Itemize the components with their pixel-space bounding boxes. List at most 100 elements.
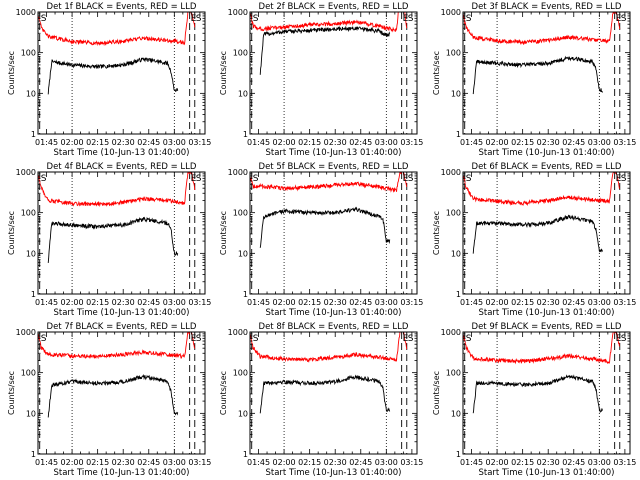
- y-tick-label: 100: [21, 49, 36, 58]
- time-marker-label: S: [41, 334, 47, 344]
- x-tick-label: 02:30: [537, 458, 560, 467]
- y-axis-label: Counts/sec: [219, 211, 228, 255]
- plot-area: [250, 172, 408, 294]
- lld-series-line: [463, 332, 621, 365]
- x-tick-label: 02:00: [486, 458, 509, 467]
- detector-panel: Det 1f BLACK = Events, RED = LLD 1 10 100 10…: [7, 2, 211, 158]
- axes-frame: [37, 171, 206, 295]
- x-tick-label: 03:15: [400, 458, 423, 467]
- y-tick-label: 10: [451, 409, 461, 418]
- axes-frame: [37, 11, 206, 135]
- x-tick-label: 03:15: [188, 458, 211, 467]
- x-tick-label: 02:15: [86, 458, 109, 467]
- y-tick-label: 10: [26, 249, 36, 258]
- time-marker-label: E: [403, 174, 409, 184]
- events-series-line: [47, 373, 179, 418]
- x-axis-label: Start Time (10-Jun-13 01:40:00): [266, 308, 402, 318]
- panel-title: Det 8f BLACK = Events, RED = LLD: [259, 322, 409, 332]
- x-tick-label: 02:30: [324, 458, 347, 467]
- x-tick-label: 02:30: [112, 298, 135, 307]
- y-tick-label: 10: [238, 409, 248, 418]
- time-marker-label: S: [253, 174, 259, 184]
- panel-title: Det 6f BLACK = Events, RED = LLD: [472, 162, 622, 172]
- y-tick-label: 1000: [228, 328, 248, 337]
- events-series-line: [47, 216, 179, 263]
- y-tick-label: 10: [238, 89, 248, 98]
- y-axis-label: Counts/sec: [219, 371, 228, 415]
- x-tick-label: 03:15: [613, 298, 636, 307]
- events-series-line: [472, 374, 604, 414]
- panel-title: Det 1f BLACK = Events, RED = LLD: [47, 2, 197, 12]
- x-tick-label: 02:00: [61, 298, 84, 307]
- time-marker-label: E: [403, 334, 409, 344]
- x-tick-label: 02:15: [511, 298, 534, 307]
- x-tick-label: 03:00: [375, 458, 398, 467]
- y-tick-label: 100: [21, 209, 36, 218]
- x-tick-label: 02:45: [349, 138, 372, 147]
- lld-series-line: [250, 332, 408, 363]
- x-tick-label: 03:15: [400, 138, 423, 147]
- y-tick-label: 100: [233, 49, 248, 58]
- y-axis-label: Counts/sec: [7, 371, 16, 415]
- plot-area: [463, 172, 621, 294]
- detector-panel: Det 5f BLACK = Events, RED = LLD 1 10 100 10…: [219, 162, 423, 318]
- time-marker-label: E: [403, 14, 409, 24]
- x-tick-label: 02:15: [86, 138, 109, 147]
- x-tick-label: 02:00: [273, 458, 296, 467]
- y-tick-label: 1: [456, 130, 461, 139]
- x-tick-label: 03:00: [588, 298, 611, 307]
- x-tick-label: 02:15: [511, 138, 534, 147]
- x-tick-label: 02:00: [486, 138, 509, 147]
- plot-area: [463, 332, 621, 454]
- y-tick-label: 1000: [228, 168, 248, 177]
- time-marker-label: E: [616, 14, 622, 24]
- x-tick-label: 01:45: [35, 458, 58, 467]
- x-tick-label: 02:45: [562, 138, 585, 147]
- x-tick-label: 02:45: [137, 458, 160, 467]
- detector-panel: Det 2f BLACK = Events, RED = LLD 1 10 100 10…: [219, 2, 423, 158]
- x-tick-label: 03:15: [613, 138, 636, 147]
- x-tick-label: 02:45: [137, 298, 160, 307]
- x-tick-label: 01:45: [460, 458, 483, 467]
- x-tick-label: 03:15: [188, 298, 211, 307]
- y-tick-label: 1000: [441, 8, 461, 17]
- y-tick-label: 1: [31, 450, 36, 459]
- y-tick-label: 100: [233, 369, 248, 378]
- y-axis-label: Counts/sec: [7, 211, 16, 255]
- y-tick-label: 10: [451, 89, 461, 98]
- x-tick-label: 01:45: [247, 298, 270, 307]
- panel-title: Det 3f BLACK = Events, RED = LLD: [472, 2, 622, 12]
- y-tick-label: 10: [238, 249, 248, 258]
- x-tick-label: 01:45: [460, 138, 483, 147]
- time-marker-label: S: [196, 14, 202, 24]
- time-marker-label: S: [196, 334, 202, 344]
- y-tick-label: 1: [243, 130, 248, 139]
- x-axis-label: Start Time (10-Jun-13 01:40:00): [54, 148, 190, 158]
- axes-frame: [462, 171, 631, 295]
- x-tick-label: 03:00: [375, 298, 398, 307]
- x-tick-label: 02:45: [349, 458, 372, 467]
- y-tick-label: 100: [446, 209, 461, 218]
- events-series-line: [47, 57, 179, 95]
- axes-frame: [462, 331, 631, 455]
- x-tick-label: 03:00: [588, 138, 611, 147]
- x-tick-label: 02:30: [324, 298, 347, 307]
- y-tick-label: 1: [31, 130, 36, 139]
- x-tick-label: 02:45: [137, 138, 160, 147]
- time-marker-label: E: [616, 334, 622, 344]
- y-tick-label: 1000: [16, 168, 36, 177]
- events-series-line: [472, 55, 604, 95]
- events-series-line: [259, 374, 391, 414]
- x-tick-label: 02:30: [112, 138, 135, 147]
- y-tick-label: 1000: [228, 8, 248, 17]
- time-marker-label: S: [466, 334, 472, 344]
- x-tick-label: 01:45: [35, 138, 58, 147]
- y-axis-label: Counts/sec: [432, 211, 441, 255]
- y-axis-label: Counts/sec: [432, 51, 441, 95]
- x-axis-label: Start Time (10-Jun-13 01:40:00): [54, 308, 190, 318]
- panel-title: Det 7f BLACK = Events, RED = LLD: [47, 322, 197, 332]
- y-tick-label: 1000: [16, 328, 36, 337]
- time-marker-label: E: [616, 174, 622, 184]
- y-tick-label: 100: [233, 209, 248, 218]
- x-tick-label: 03:00: [163, 138, 186, 147]
